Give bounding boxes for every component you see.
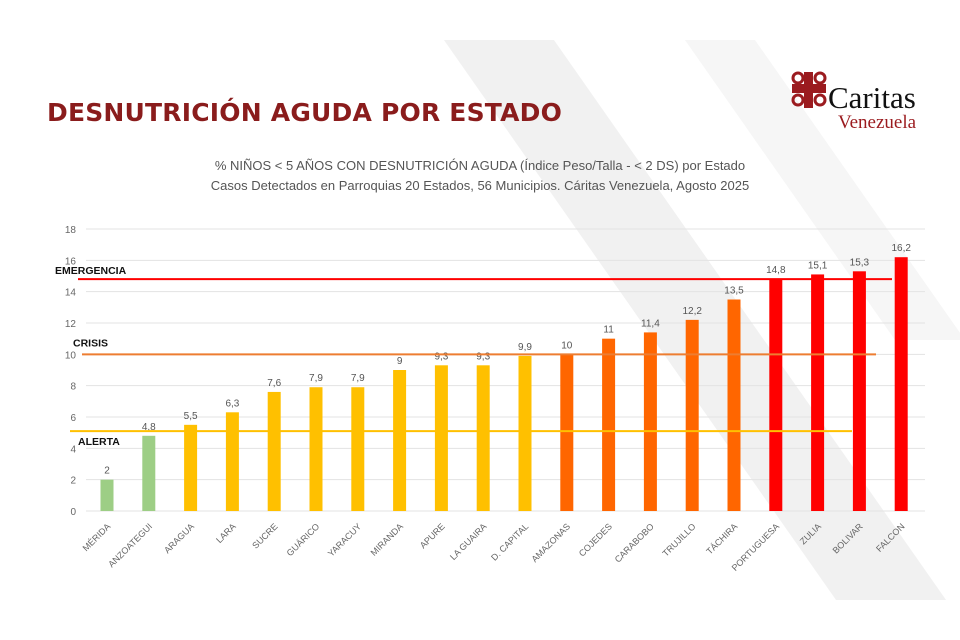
data-label: 16,2 [891, 243, 911, 254]
data-label: 7,9 [309, 373, 323, 384]
bar-apure [434, 365, 448, 511]
caritas-logo: Caritas Venezuela [790, 70, 940, 133]
logo-text: Caritas [828, 80, 916, 115]
x-tick-label: GUÁRICO [285, 521, 322, 558]
bar-d-capital [518, 355, 532, 511]
bar-yaracuy [351, 387, 365, 511]
caritas-cross-icon: Caritas Venezuela [791, 71, 917, 133]
threshold-label-emergencia: EMERGENCIA [55, 265, 127, 277]
threshold-label-crisis: CRISIS [73, 337, 108, 349]
x-tick-label: COJEDES [577, 521, 614, 558]
x-tick-label: ARAGUA [162, 521, 196, 555]
x-tick-label: SUCRE [250, 521, 279, 550]
data-label: 7,6 [267, 378, 281, 389]
bar-portuguesa [769, 279, 783, 511]
page-title: DESNUTRICIÓN AGUDA POR ESTADO [47, 98, 563, 127]
bar-miranda [393, 370, 407, 511]
chart-title: % NIÑOS < 5 AÑOS CON DESNUTRICIÓN AGUDA … [214, 158, 746, 173]
y-tick-label: 0 [70, 507, 76, 518]
bar-falcon [894, 257, 908, 511]
bar-gu-rico [309, 387, 323, 511]
bar-anzoategui [142, 435, 156, 511]
data-label: 11,4 [641, 318, 660, 329]
x-tick-label: AMAZONAS [529, 521, 572, 564]
data-label: 11 [603, 325, 614, 336]
y-tick-label: 8 [70, 382, 76, 393]
chart-subtitle: Casos Detectados en Parroquias 20 Estado… [210, 178, 750, 193]
threshold-label-alerta: ALERTA [78, 436, 120, 448]
data-label: 12,2 [682, 306, 702, 317]
y-tick-label: 2 [70, 476, 76, 487]
data-label: 9,3 [434, 351, 448, 362]
y-tick-label: 12 [65, 319, 77, 330]
x-tick-label: FALCON [874, 521, 907, 554]
data-label: 9 [397, 356, 403, 367]
x-tick-label: TÁCHIRA [704, 521, 739, 556]
x-tick-label: ZULIA [798, 521, 823, 546]
bar-m-rida [100, 479, 114, 511]
bar-zulia [811, 274, 825, 511]
y-tick-label: 18 [65, 225, 77, 236]
data-label: 9,9 [518, 342, 532, 353]
bar-trujillo [685, 319, 699, 511]
bar-t-chira [727, 299, 741, 511]
x-tick-label: APURE [418, 521, 447, 550]
x-tick-label: MÉRIDA [81, 521, 113, 553]
bar-carabobo [643, 332, 657, 511]
data-label: 4,8 [142, 422, 156, 433]
data-label: 14,8 [766, 265, 786, 276]
logo-subtext: Venezuela [838, 112, 917, 132]
data-label: 7,9 [351, 373, 365, 384]
y-tick-label: 10 [65, 350, 77, 361]
y-tick-label: 16 [65, 256, 77, 267]
bar-aragua [184, 424, 198, 511]
x-tick-label: CARABOBO [613, 521, 656, 564]
data-label: 13,5 [724, 286, 744, 297]
data-label: 5,5 [184, 411, 198, 422]
bar-cojedes [602, 338, 616, 511]
x-tick-label: LARA [214, 521, 238, 545]
y-tick-label: 4 [70, 444, 76, 455]
bar-la-guaira [476, 365, 490, 511]
data-label: 10 [561, 340, 573, 351]
bar-bolivar [852, 271, 866, 511]
x-tick-label: BOLIVAR [831, 521, 866, 556]
bar-lara [225, 412, 239, 511]
x-tick-label: LA GUAIRA [448, 521, 489, 562]
x-tick-label: TRUJILLO [660, 521, 697, 558]
x-tick-label: D. CAPITAL [489, 521, 530, 562]
x-tick-label: MIRANDA [369, 521, 405, 557]
data-label: 6,3 [225, 398, 239, 409]
bar-sucre [267, 391, 281, 511]
data-label: 9,3 [476, 351, 490, 362]
bar-amazonas [560, 354, 574, 511]
y-tick-label: 14 [65, 288, 77, 299]
data-label: 15,3 [850, 257, 870, 268]
y-tick-label: 6 [70, 413, 76, 424]
data-label: 2 [104, 466, 110, 477]
data-label: 15,1 [808, 260, 828, 271]
x-tick-label: ANZOATEGUI [106, 521, 154, 569]
x-tick-label: YARACUY [326, 521, 363, 558]
